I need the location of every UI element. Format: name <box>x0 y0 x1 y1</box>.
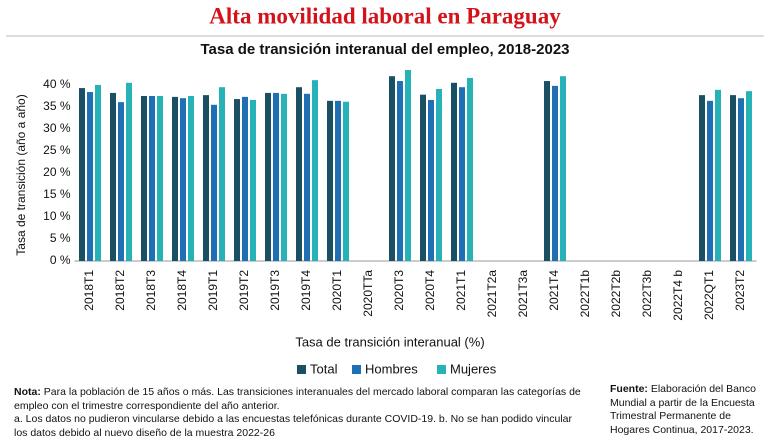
bar <box>157 96 163 261</box>
bar <box>273 92 279 261</box>
bar <box>141 96 147 261</box>
bar <box>211 104 217 261</box>
x-tick-label: 2019T1 <box>206 270 220 311</box>
legend-label: Mujeres <box>450 361 497 376</box>
bar <box>746 91 752 261</box>
bar <box>560 76 566 261</box>
legend-swatch <box>437 365 446 374</box>
bar <box>730 95 736 262</box>
x-tick-label: 2020TTa <box>361 270 375 317</box>
bar <box>118 102 124 261</box>
y-tick-label: 30 % <box>43 121 71 135</box>
bar <box>281 93 287 261</box>
bar <box>234 99 240 261</box>
x-tick-label: 2021T3a <box>516 270 530 318</box>
bar <box>699 95 705 262</box>
source-text: Elaboración del Banco Mundial a partir d… <box>610 383 756 436</box>
x-tick-label: 2018T4 <box>175 270 189 311</box>
bar <box>436 88 442 262</box>
bar <box>188 96 194 261</box>
source: Fuente: Elaboración del Banco Mundial a … <box>610 383 762 437</box>
bar <box>242 96 248 261</box>
bar <box>544 81 550 261</box>
bar <box>389 76 395 261</box>
footnote: a. Los datos no pudieron vincularse debi… <box>14 413 573 439</box>
x-tick-label: 2022T4 b <box>671 270 685 321</box>
bar <box>203 95 209 262</box>
x-tick-label: 2020T1 <box>330 270 344 311</box>
chart: Alta movilidad laboral en Paraguay Tasa … <box>6 3 764 376</box>
bar <box>219 87 225 261</box>
bar <box>312 80 318 261</box>
y-tick-label: 10 % <box>43 209 71 223</box>
legend-swatch <box>297 365 306 374</box>
x-tick-label: 2019T3 <box>268 270 282 311</box>
bar <box>87 92 93 261</box>
bar <box>343 101 349 261</box>
note-label: Nota: <box>14 386 41 398</box>
bar <box>405 70 411 261</box>
x-tick-label: 2019T2 <box>237 270 251 311</box>
bar <box>180 98 186 261</box>
bar <box>265 92 271 261</box>
x-tick-label: 2019T4 <box>299 270 313 311</box>
bar <box>172 96 178 261</box>
x-tick-label: 2022T2b <box>609 270 623 318</box>
y-tick-label: 15 % <box>43 187 71 201</box>
x-tick-label: 2018T2 <box>113 270 127 311</box>
chart-title: Tasa de transición interanual del empleo… <box>200 41 569 58</box>
bar <box>95 85 101 261</box>
y-tick-label: 40 % <box>43 77 71 91</box>
bar <box>451 82 457 261</box>
x-tick-label: 2022T3b <box>640 270 654 318</box>
bar <box>126 82 132 261</box>
y-tick-label: 25 % <box>43 143 71 157</box>
x-tick-label: 2023T2 <box>733 270 747 311</box>
x-tick-label: 2022QT1 <box>702 270 716 320</box>
bar <box>420 94 426 262</box>
legend-label: Hombres <box>365 361 418 376</box>
bar <box>250 99 256 262</box>
x-axis-label: Tasa de transición interanual (%) <box>295 334 484 349</box>
x-tick-label: 2021T2a <box>485 270 499 318</box>
x-tick-label: 2022T1b <box>578 270 592 318</box>
x-tick-label: 2018T1 <box>82 270 96 311</box>
x-tick-label: 2021T4 <box>547 270 561 311</box>
bar <box>428 99 434 262</box>
legend-swatch <box>352 365 361 374</box>
headline: Alta movilidad laboral en Paraguay <box>209 3 561 28</box>
y-tick-label: 5 % <box>50 231 71 245</box>
bar <box>552 85 558 261</box>
bar <box>459 87 465 261</box>
bar <box>110 92 116 261</box>
y-axis-label: Tasa de transición (año a año) <box>14 94 28 255</box>
bar <box>467 77 473 262</box>
x-tick-label: 2021T1 <box>454 270 468 311</box>
bar <box>397 81 403 261</box>
bar <box>327 100 333 261</box>
y-tick-label: 20 % <box>43 165 71 179</box>
x-tick-label: 2020T4 <box>423 270 437 311</box>
bar <box>296 87 302 261</box>
x-tick-label: 2018T3 <box>144 270 158 311</box>
bar <box>707 100 713 261</box>
note-text: Para la población de 15 años o más. Las … <box>14 386 581 412</box>
bar <box>738 98 744 261</box>
x-tick-label: 2020T3 <box>392 270 406 311</box>
y-tick-label: 0 % <box>50 253 71 267</box>
y-tick-label: 35 % <box>43 99 71 113</box>
bar <box>79 88 85 261</box>
bar <box>335 100 341 261</box>
source-label: Fuente: <box>610 383 648 395</box>
bar <box>304 93 310 261</box>
bar <box>715 89 721 261</box>
bar <box>149 96 155 261</box>
legend-label: Total <box>310 361 338 376</box>
note: Nota: Para la población de 15 años o más… <box>14 386 584 440</box>
